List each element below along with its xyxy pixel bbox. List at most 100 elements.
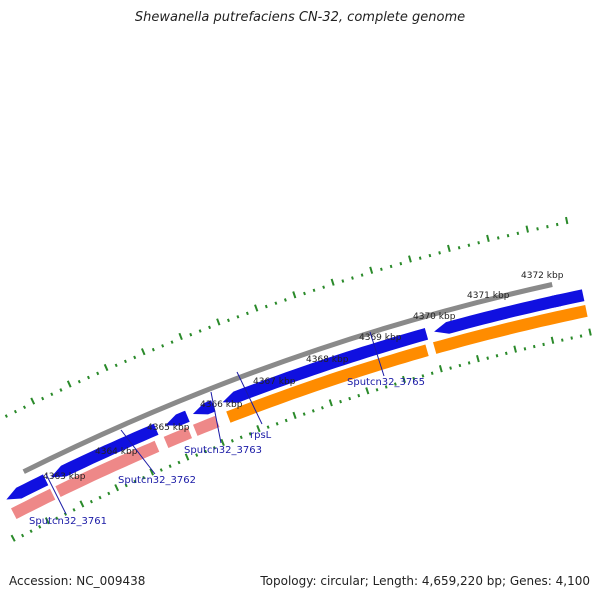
- tick-mark: [107, 491, 111, 496]
- tick-mark: [123, 359, 127, 364]
- tick-mark: [133, 355, 137, 360]
- tick-mark: [133, 479, 137, 484]
- tick-mark: [412, 376, 416, 381]
- tick-mark: [189, 332, 193, 337]
- tick-mark: [504, 351, 508, 356]
- tick-mark: [204, 449, 208, 454]
- tick-mark: [458, 363, 462, 368]
- tick-mark: [339, 399, 342, 404]
- kbp-label-4366: 4366 kbp: [200, 400, 243, 410]
- tick-mark: [348, 396, 352, 401]
- feature-sputcn32-3765-continued[interactable]: [433, 305, 588, 354]
- gene-label-sputcn32-3763[interactable]: Sputcn32_3763: [184, 445, 262, 456]
- tick-mark: [212, 446, 216, 450]
- tick-mark: [428, 253, 432, 258]
- tick-mark: [477, 241, 480, 245]
- tick-mark: [496, 236, 500, 240]
- tick-mark: [89, 499, 93, 504]
- kbp-label-4372: 4372 kbp: [521, 271, 564, 281]
- gene-label-rpsl[interactable]: rpsL: [250, 430, 272, 441]
- tick-mark: [506, 233, 510, 238]
- tick-mark: [369, 266, 374, 274]
- cds-forward-7[interactable]: [550, 289, 585, 308]
- kbp-label-4363: 4363 kbp: [43, 472, 86, 482]
- tick-mark: [330, 278, 335, 286]
- kbp-label-4368: 4368 kbp: [306, 355, 349, 365]
- tick-mark: [55, 516, 59, 521]
- tick-mark: [447, 244, 451, 252]
- tick-mark: [384, 385, 388, 389]
- tick-mark: [140, 348, 146, 356]
- tick-mark: [486, 234, 490, 243]
- tick-mark: [542, 342, 545, 347]
- cds-reverse-sputcn32-3762[interactable]: [55, 440, 160, 497]
- gene-label-sputcn32-3762[interactable]: Sputcn32_3762: [118, 475, 196, 486]
- tick-mark: [322, 285, 326, 289]
- tick-mark: [430, 371, 434, 375]
- cds-forward-4[interactable]: [192, 400, 216, 415]
- cds-forward-6[interactable]: [434, 294, 561, 334]
- tick-mark: [10, 534, 16, 542]
- tick-mark: [59, 388, 63, 392]
- tick-mark: [565, 216, 569, 225]
- backbone-track: [22, 282, 553, 474]
- tick-mark: [178, 332, 183, 341]
- tick-mark: [292, 291, 297, 299]
- gene-label-sputcn32-3765[interactable]: Sputcn32_3765: [347, 377, 425, 388]
- leader-sputcn32-3761: [45, 473, 67, 515]
- tick-mark: [41, 396, 45, 401]
- tick-mark: [550, 336, 555, 344]
- gene-label-sputcn32-3761[interactable]: Sputcn32_3761: [29, 516, 107, 527]
- tick-mark: [457, 246, 461, 250]
- cds-forward-1[interactable]: [6, 474, 49, 500]
- tick-mark: [77, 379, 81, 384]
- tick-mark: [96, 371, 100, 376]
- cds-reverse-rpsl[interactable]: [193, 415, 220, 436]
- cds-reverse-sputcn32-3761[interactable]: [11, 488, 56, 519]
- inner-tick-ring: [10, 328, 592, 542]
- tick-mark: [449, 366, 452, 370]
- tick-mark: [303, 291, 306, 296]
- tick-mark: [170, 340, 174, 344]
- cds-forward-5[interactable]: [222, 328, 429, 403]
- tick-mark: [486, 356, 490, 360]
- tick-mark: [236, 315, 240, 319]
- tick-mark: [38, 525, 42, 529]
- tick-mark: [408, 255, 412, 263]
- tick-mark: [570, 336, 573, 340]
- tick-mark: [380, 267, 383, 271]
- tick-mark: [264, 304, 268, 309]
- tick-mark: [516, 231, 520, 236]
- kbp-label-4371: 4371 kbp: [467, 291, 510, 301]
- tick-mark: [254, 304, 259, 312]
- tick-mark: [103, 363, 109, 372]
- tick-mark: [588, 328, 592, 336]
- tick-mark: [220, 438, 225, 447]
- tick-mark: [79, 500, 85, 508]
- feature-sputcn32-3765[interactable]: [226, 344, 429, 423]
- cds-forward-3[interactable]: [165, 410, 190, 426]
- tick-mark: [114, 484, 120, 492]
- tick-mark: [66, 380, 72, 388]
- tick-mark: [124, 483, 128, 488]
- tick-mark: [525, 225, 529, 233]
- tick-mark: [161, 344, 165, 348]
- tick-mark: [248, 432, 252, 436]
- tick-mark: [375, 388, 379, 392]
- gene-label-leaders: [45, 331, 385, 515]
- tick-mark: [360, 273, 364, 277]
- tick-mark: [208, 325, 212, 330]
- kbp-label-4364: 4364 kbp: [95, 447, 138, 457]
- kbp-scale-labels: 4363 kbp 4364 kbp 4365 kbp 4366 kbp 4367…: [43, 271, 564, 482]
- tick-mark: [357, 393, 361, 398]
- tick-mark: [50, 392, 54, 397]
- leader-sputcn32-3763: [210, 391, 222, 444]
- cds-reverse-sputcn32-3763[interactable]: [163, 427, 192, 448]
- cds-forward-2[interactable]: [51, 423, 159, 478]
- tick-mark: [230, 439, 234, 443]
- tick-mark: [495, 354, 499, 358]
- tick-mark: [151, 347, 155, 352]
- map-title: Shewanella putrefaciens CN-32, complete …: [134, 10, 466, 25]
